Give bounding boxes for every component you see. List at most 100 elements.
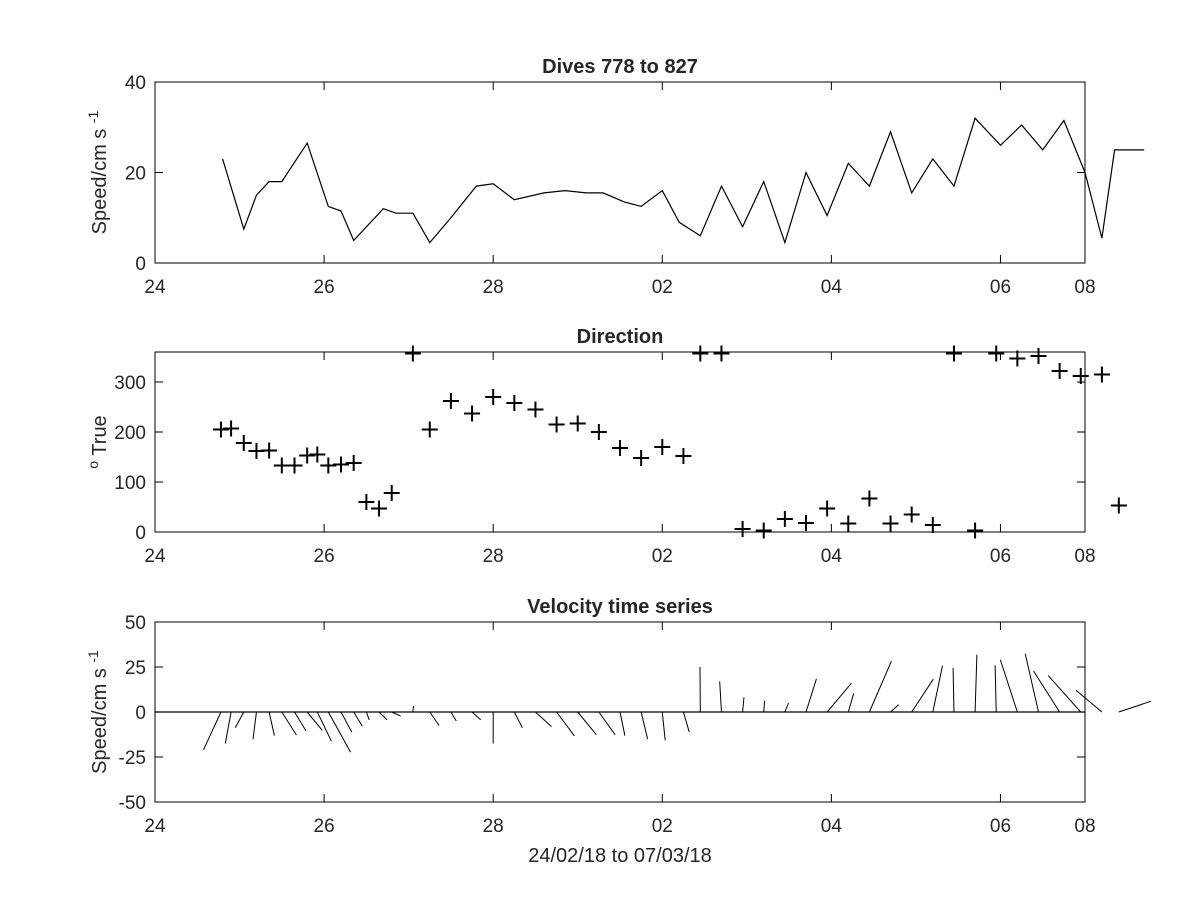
degree-superscript: o <box>85 461 101 469</box>
speed-y-tick-label: 40 <box>125 73 146 94</box>
direction-marker <box>345 455 362 471</box>
direction-marker <box>485 389 502 405</box>
direction-marker <box>527 401 544 418</box>
direction-marker <box>988 345 1005 362</box>
velocity-stick <box>1075 689 1103 713</box>
velocity-stick <box>999 659 1018 713</box>
velocity-stick <box>294 711 307 732</box>
velocity-stick <box>847 693 855 713</box>
direction-marker <box>612 440 628 456</box>
direction-marker <box>464 405 481 422</box>
velocity-stick <box>471 711 482 721</box>
direction-marker <box>442 393 459 409</box>
velocity-stick <box>577 711 597 736</box>
velocity-x-tick-label: 06 <box>990 816 1011 837</box>
velocity-x-tick-label: 04 <box>821 816 843 837</box>
direction-marker <box>506 395 523 411</box>
velocity-stick <box>1047 675 1082 713</box>
velocity-stick <box>281 711 297 736</box>
velocity-stick <box>340 711 353 733</box>
velocity-stick <box>316 711 332 742</box>
direction-marker <box>776 511 793 527</box>
direction-marker <box>1093 366 1110 383</box>
velocity-stick <box>932 665 943 713</box>
velocity-stick <box>868 660 892 713</box>
velocity-stick <box>826 682 852 713</box>
y-label-text: Speed/cm s <box>89 123 111 234</box>
direction-marker <box>861 490 878 507</box>
speed-x-tick-label: 02 <box>652 277 673 298</box>
direction-y-tick-label: 0 <box>135 523 146 544</box>
direction-marker <box>569 415 586 432</box>
velocity-stick <box>1118 700 1152 713</box>
velocity-stick <box>719 681 722 713</box>
direction-marker <box>223 420 240 437</box>
direction-marker <box>692 345 709 362</box>
direction-x-tick-label: 24 <box>144 546 166 567</box>
unit-superscript: -1 <box>85 110 101 123</box>
direction-marker <box>590 424 607 440</box>
velocity-stick <box>682 711 690 733</box>
velocity-stick <box>742 697 745 713</box>
velocity-y-tick-label: 50 <box>125 613 146 634</box>
direction-marker <box>734 521 751 537</box>
direction-marker <box>261 442 278 459</box>
velocity-x-tick-label: 28 <box>483 816 504 837</box>
velocity-stick <box>784 702 789 713</box>
direction-x-tick-label: 04 <box>821 546 843 567</box>
direction-marker <box>713 345 730 362</box>
direction-y-tick-label: 300 <box>114 373 146 394</box>
velocity-x-tick-label: 08 <box>1074 816 1095 837</box>
direction-marker <box>404 345 421 362</box>
velocity-stick <box>640 711 649 740</box>
direction-marker <box>286 457 303 474</box>
velocity-stick <box>952 667 955 713</box>
speed-x-tick-label: 08 <box>1074 277 1095 298</box>
direction-marker <box>1072 368 1089 384</box>
speed-y-axis-label: Speed/cm s -1 <box>85 110 111 234</box>
speed-panel: 24 26 28 02 04 06 08 0 20 40 Dives 778 to 827 Speed… <box>85 56 1145 298</box>
velocity-stick <box>619 711 626 736</box>
speed-y-tick-label: 0 <box>135 254 146 275</box>
velocity-panel: 24 26 28 02 04 06 08 -50 -25 0 25 50 Velocity time s… <box>85 596 1152 867</box>
direction-marker <box>819 500 836 517</box>
direction-marker <box>675 448 692 464</box>
direction-marker <box>755 522 772 539</box>
velocity-stick <box>450 711 457 722</box>
velocity-stick <box>911 678 934 713</box>
velocity-stick <box>994 665 997 713</box>
velocity-stick <box>763 700 766 713</box>
velocity-stick <box>974 654 978 713</box>
velocity-stick <box>429 711 440 726</box>
velocity-stick <box>306 711 323 731</box>
direction-marker <box>633 450 650 466</box>
direction-x-tick-label: 02 <box>652 546 673 567</box>
velocity-stick <box>1033 670 1061 713</box>
direction-marker <box>371 500 388 517</box>
y-label-text: True <box>89 415 111 461</box>
direction-panel: 24 26 28 02 04 06 08 0 100 200 300 Direction o True <box>85 326 1127 567</box>
direction-marker <box>924 517 941 533</box>
velocity-stick <box>224 711 232 744</box>
direction-marker <box>945 345 962 362</box>
direction-marker <box>235 435 252 451</box>
direction-x-tick-label: 08 <box>1074 546 1095 567</box>
direction-marker <box>548 416 565 433</box>
velocity-stick <box>252 711 257 740</box>
speed-x-tick-label: 28 <box>483 277 504 298</box>
velocity-stick <box>365 711 370 721</box>
velocity-stick <box>513 711 523 729</box>
direction-marker <box>654 439 671 455</box>
velocity-y-tick-label: 0 <box>135 703 146 724</box>
velocity-y-axis-label: Speed/cm s -1 <box>85 650 111 774</box>
direction-marker <box>840 515 857 532</box>
y-label-text: Speed/cm s <box>89 663 111 774</box>
direction-marker <box>309 446 326 463</box>
direction-y-tick-label: 100 <box>114 473 146 494</box>
velocity-stick <box>598 711 616 735</box>
velocity-stick <box>661 711 666 741</box>
velocity-title: Velocity time series <box>527 596 713 618</box>
direction-marker <box>1051 363 1068 379</box>
speed-x-tick-label: 24 <box>144 277 166 298</box>
